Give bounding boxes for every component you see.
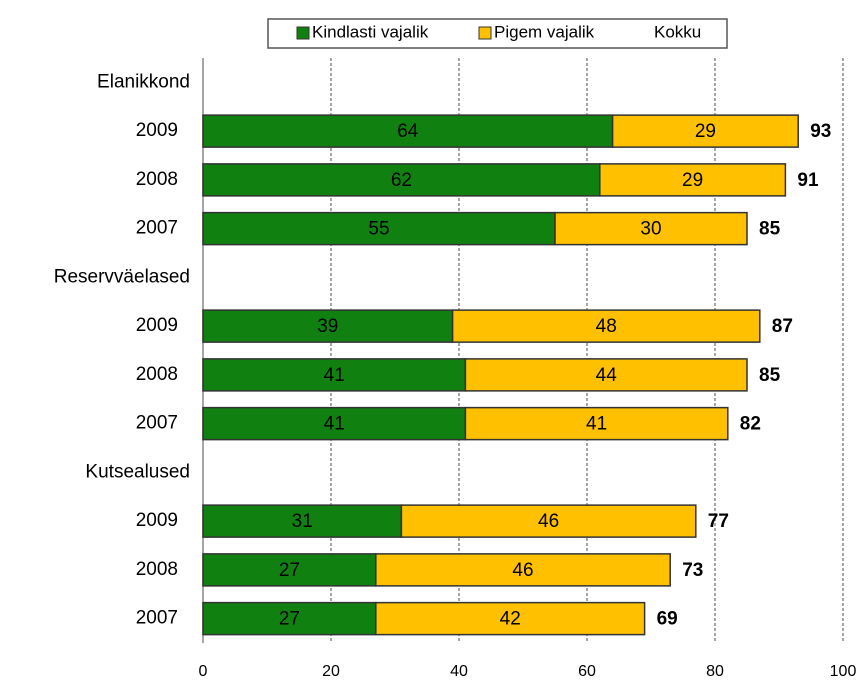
- bar: [202, 601, 377, 636]
- bar-value-label: 41: [324, 365, 345, 386]
- total-label: 87: [772, 316, 793, 337]
- bar-value-label: 31: [292, 511, 313, 532]
- bar: [611, 114, 799, 148]
- bar-value-label: 44: [596, 365, 618, 386]
- bar-value-label: 55: [368, 219, 389, 240]
- y-tick-label: 2008: [136, 559, 178, 580]
- bar: [554, 211, 748, 246]
- legend-swatch: [478, 26, 492, 40]
- bar-value-label: 48: [596, 316, 617, 337]
- bar-value-label: 62: [391, 170, 412, 191]
- bar: [599, 163, 787, 197]
- y-tick-label: 2009: [136, 510, 178, 531]
- total-label: 93: [810, 121, 831, 142]
- legend-label: Kokku: [654, 22, 701, 41]
- total-label: 73: [682, 560, 703, 581]
- y-tick-label: 2009: [136, 315, 178, 336]
- y-tick-label: 2008: [136, 364, 178, 385]
- bar: [375, 553, 671, 587]
- bar: [400, 504, 697, 538]
- bar: [202, 504, 403, 538]
- legend-label: Pigem vajalik: [494, 22, 595, 41]
- bar: [202, 211, 556, 246]
- total-label: 85: [759, 219, 781, 240]
- bar-value-label: 64: [397, 121, 419, 142]
- bar-value-label: 27: [279, 609, 300, 630]
- bar: [202, 406, 467, 441]
- y-tick-label: 2007: [136, 413, 178, 434]
- bar: [451, 309, 761, 343]
- legend-swatch: [296, 26, 310, 40]
- y-tick-label: 2008: [136, 169, 178, 190]
- total-label: 85: [759, 365, 781, 386]
- bar-value-label: 46: [538, 511, 559, 532]
- bar-value-label: 39: [317, 316, 338, 337]
- x-tick-label: 20: [322, 663, 340, 680]
- y-tick-label: Elanikkond: [97, 71, 190, 92]
- bar-value-label: 41: [586, 414, 607, 435]
- bar: [464, 406, 729, 441]
- y-tick-label: Reservväelased: [54, 266, 190, 287]
- bar-value-label: 30: [640, 219, 661, 240]
- total-label: 69: [657, 609, 678, 630]
- bar-value-label: 41: [324, 414, 345, 435]
- bar-value-label: 27: [279, 560, 300, 581]
- bar-value-label: 29: [695, 121, 716, 142]
- x-tick-label: 100: [830, 663, 857, 680]
- bar: [464, 358, 748, 392]
- total-label: 82: [740, 414, 761, 435]
- x-tick-label: 40: [450, 663, 468, 680]
- y-tick-label: 2007: [136, 218, 178, 239]
- bar-value-label: 29: [682, 170, 703, 191]
- bar: [202, 163, 601, 197]
- x-tick-label: 0: [199, 663, 208, 680]
- x-tick-label: 80: [706, 663, 724, 680]
- bar: [202, 309, 454, 343]
- y-tick-label: 2009: [136, 120, 178, 141]
- bar: [202, 358, 467, 392]
- total-label: 91: [797, 170, 819, 191]
- bar-value-label: 42: [500, 609, 521, 630]
- y-tick-label: 2007: [136, 608, 178, 629]
- total-label: 77: [708, 511, 729, 532]
- legend-label: Kindlasti vajalik: [312, 22, 429, 41]
- bar-value-label: 46: [512, 560, 533, 581]
- y-tick-label: Kutsealused: [85, 461, 190, 482]
- legend-box: [267, 18, 728, 49]
- bar: [375, 601, 646, 636]
- x-tick-label: 60: [578, 663, 596, 680]
